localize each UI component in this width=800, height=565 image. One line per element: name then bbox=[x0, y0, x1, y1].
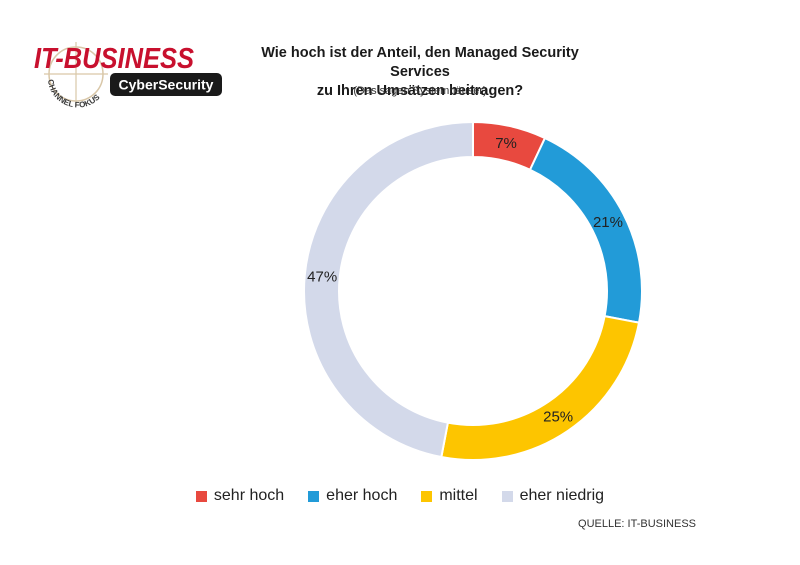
chart-title-line-1: Wie hoch ist der Anteil, den Managed Sec… bbox=[261, 45, 579, 80]
legend-item-sehr-hoch: sehr hoch bbox=[195, 487, 285, 505]
legend-label: eher niedrig bbox=[519, 487, 605, 504]
slice-label-eher-hoch: 21% bbox=[593, 214, 623, 231]
slice-label-mittel: 25% bbox=[543, 408, 573, 425]
legend-swatch bbox=[308, 490, 320, 502]
slice-label-sehr-hoch: 7% bbox=[495, 135, 517, 152]
logo-graphic: CHANNEL FOKUS IT-BUSINESS CyberSecurity bbox=[34, 42, 222, 110]
source-note: QUELLE: IT-BUSINESS bbox=[578, 518, 696, 530]
legend-label: mittel bbox=[439, 487, 478, 504]
it-business-logo: CHANNEL FOKUS IT-BUSINESS CyberSecurity bbox=[30, 38, 230, 110]
legend-swatch bbox=[421, 490, 433, 502]
chart-legend: sehr hoch eher hoch mittel eher niedrig bbox=[0, 487, 800, 505]
logo-brand: IT-BUSINESS bbox=[34, 43, 195, 75]
legend-label: sehr hoch bbox=[213, 487, 285, 504]
chart-subtitle: (Das sagen Systemhäuser) bbox=[353, 85, 487, 97]
legend-swatch bbox=[195, 490, 207, 502]
slice-mittel bbox=[440, 314, 641, 461]
legend-item-eher-hoch: eher hoch bbox=[308, 487, 397, 505]
legend-label: eher hoch bbox=[326, 487, 398, 504]
legend-swatch bbox=[501, 490, 513, 502]
chart-title: Wie hoch ist der Anteil, den Managed Sec… bbox=[230, 44, 610, 101]
legend-item-mittel: mittel bbox=[421, 487, 478, 505]
slice-eher-hoch bbox=[528, 136, 643, 324]
slice-eher-niedrig bbox=[302, 120, 474, 459]
slice-label-eher-niedrig: 47% bbox=[307, 269, 337, 286]
logo-badge: CyberSecurity bbox=[119, 77, 214, 93]
legend-item-eher-niedrig: eher niedrig bbox=[501, 487, 605, 505]
chart-title-line-2: zu Ihren Umsätzen beitragen? bbox=[316, 83, 524, 99]
